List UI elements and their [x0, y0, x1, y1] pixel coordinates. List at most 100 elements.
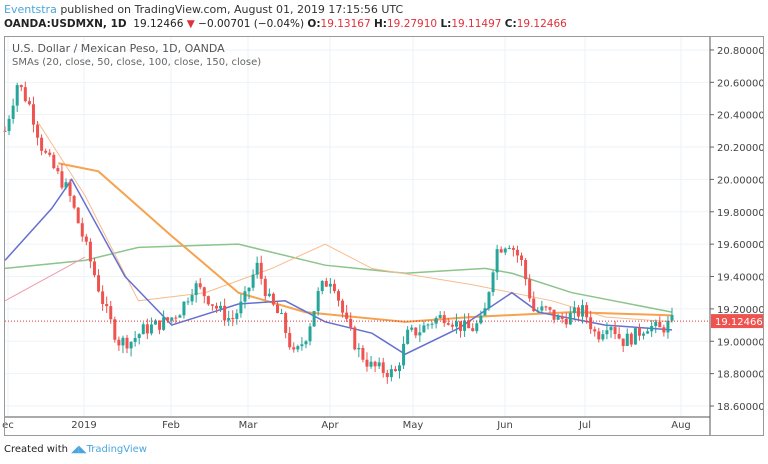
candle-body: [373, 361, 377, 367]
x-tick-label: 2019: [71, 420, 96, 431]
candle-body: [552, 309, 556, 320]
candle-body: [556, 316, 560, 320]
candle-body: [341, 300, 345, 313]
candle-body: [479, 315, 483, 324]
candle-body: [214, 305, 218, 309]
candle-body: [617, 334, 621, 339]
y-tick-label: 19.00000: [717, 337, 765, 348]
sma100-line: [37, 122, 673, 323]
candle-body: [601, 334, 605, 340]
footer: Created with ◢◣TradingView: [4, 444, 147, 455]
candle-body: [227, 318, 231, 321]
candle-body: [76, 207, 80, 224]
candle-body: [625, 333, 629, 347]
candle-body: [454, 321, 458, 327]
candle-body: [198, 283, 202, 288]
candle-body: [495, 249, 499, 273]
candle-body: [190, 295, 194, 302]
candle-body: [158, 320, 162, 330]
y-tick-label: 20.80000: [717, 46, 765, 57]
candle-body: [540, 306, 544, 311]
candle-body: [345, 312, 349, 319]
open-label: O:: [307, 18, 321, 30]
candle-body: [275, 304, 279, 314]
candle-body: [353, 327, 357, 350]
candle-body: [646, 331, 650, 334]
candle-body: [581, 305, 585, 317]
quote-bar: OANDA:USDMXN, 1D 19.12466 ▼ −0.00701 (−0…: [4, 18, 567, 30]
candle-body: [471, 328, 475, 332]
candle-body: [40, 137, 44, 151]
publish-info: Eventstra published on TradingView.com, …: [4, 3, 403, 16]
x-tick-label: ec: [2, 420, 14, 431]
candle-body: [7, 118, 11, 132]
candle-body: [210, 304, 214, 306]
author-link[interactable]: Eventstra: [4, 3, 57, 16]
candle-body: [223, 305, 227, 321]
candle-body: [402, 343, 406, 366]
low-label: L:: [440, 18, 452, 30]
candle-body: [337, 291, 340, 301]
candle-body: [56, 168, 60, 172]
publish-text: published on TradingView.com, August 01,…: [60, 3, 404, 16]
candle-body: [499, 249, 503, 253]
high-label: H:: [374, 18, 387, 30]
x-tick-label: Feb: [162, 420, 180, 431]
candle-body: [670, 315, 674, 321]
candle-body: [442, 315, 446, 324]
tradingview-link[interactable]: TradingView: [86, 444, 147, 455]
candle-body: [650, 326, 654, 332]
candle-body: [202, 287, 206, 297]
candle-body: [288, 332, 292, 348]
candle-body: [605, 330, 609, 335]
y-tick-label: 19.80000: [717, 208, 765, 219]
candle-body: [593, 329, 597, 332]
candle-body: [666, 320, 670, 333]
down-arrow-icon: ▼: [186, 18, 195, 30]
candle-body: [178, 315, 182, 318]
chart-title: U.S. Dollar / Mexican Peso, 1D, OANDA: [12, 42, 225, 55]
candle-body: [609, 327, 613, 331]
candle-body: [434, 317, 438, 324]
candle-body: [515, 249, 519, 256]
candle-body: [320, 280, 324, 292]
candle-body: [141, 324, 145, 335]
candle-body: [662, 327, 666, 333]
x-tick-label: May: [403, 420, 424, 431]
x-tick-label: Aug: [671, 420, 691, 431]
close-label: C:: [504, 18, 517, 30]
candle-body: [487, 292, 491, 309]
candle-body: [15, 85, 19, 106]
candle-body: [88, 241, 92, 262]
sma20-line: [4, 177, 673, 356]
candle-body: [414, 327, 418, 336]
candle-body: [491, 272, 495, 293]
candle-body: [44, 150, 48, 153]
candle-body: [658, 321, 662, 328]
candle-body: [357, 347, 361, 350]
y-tick-label: 18.60000: [717, 402, 765, 413]
x-tick-label: Jun: [496, 420, 513, 431]
candle-body: [219, 305, 223, 309]
candle-body: [349, 318, 353, 328]
candle-body: [255, 262, 259, 275]
candle-body: [520, 255, 524, 260]
candle-body: [304, 341, 308, 345]
candle-body: [422, 325, 426, 333]
candle-body: [507, 247, 511, 249]
candle-body: [137, 334, 141, 339]
candle-body: [324, 280, 328, 287]
candle-body: [263, 278, 267, 297]
candle-body: [503, 248, 507, 253]
candle-body: [84, 236, 88, 242]
candle-body: [284, 313, 288, 333]
candle-body: [113, 319, 117, 340]
y-tick-label: 20.60000: [717, 78, 765, 89]
sma150-line: [4, 243, 673, 313]
candle-body: [564, 318, 568, 325]
y-tick-label: 20.20000: [717, 143, 765, 154]
candle-body: [316, 291, 320, 312]
candle-body: [259, 262, 263, 279]
candle-body: [3, 130, 7, 132]
